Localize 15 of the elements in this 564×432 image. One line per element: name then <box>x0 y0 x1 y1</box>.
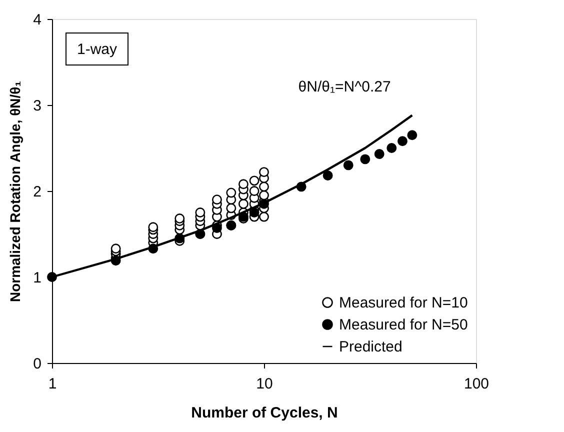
x-tick-label: 10 <box>256 376 273 392</box>
y-tick-label: 3 <box>33 98 42 114</box>
legend-label: Measured for N=10 <box>339 294 468 312</box>
y-tick-label: 0 <box>33 356 42 372</box>
y-tick-label: 1 <box>33 270 42 286</box>
y-tick-label: 4 <box>33 12 42 28</box>
annotation: 1-way <box>76 41 118 58</box>
annotation: θN/θ₁=N^0.27 <box>298 78 391 96</box>
y-tick-label: 2 <box>33 184 42 200</box>
x-tick-label: 1 <box>48 376 57 392</box>
x-axis-title: Number of Cycles, N <box>191 404 338 422</box>
legend-label: Predicted <box>339 338 402 356</box>
y-axis-title: Normalized Rotation Angle, θN/θ₁ <box>7 80 24 302</box>
x-tick-label: 100 <box>464 376 490 392</box>
legend-label: Measured for N=50 <box>339 316 468 334</box>
